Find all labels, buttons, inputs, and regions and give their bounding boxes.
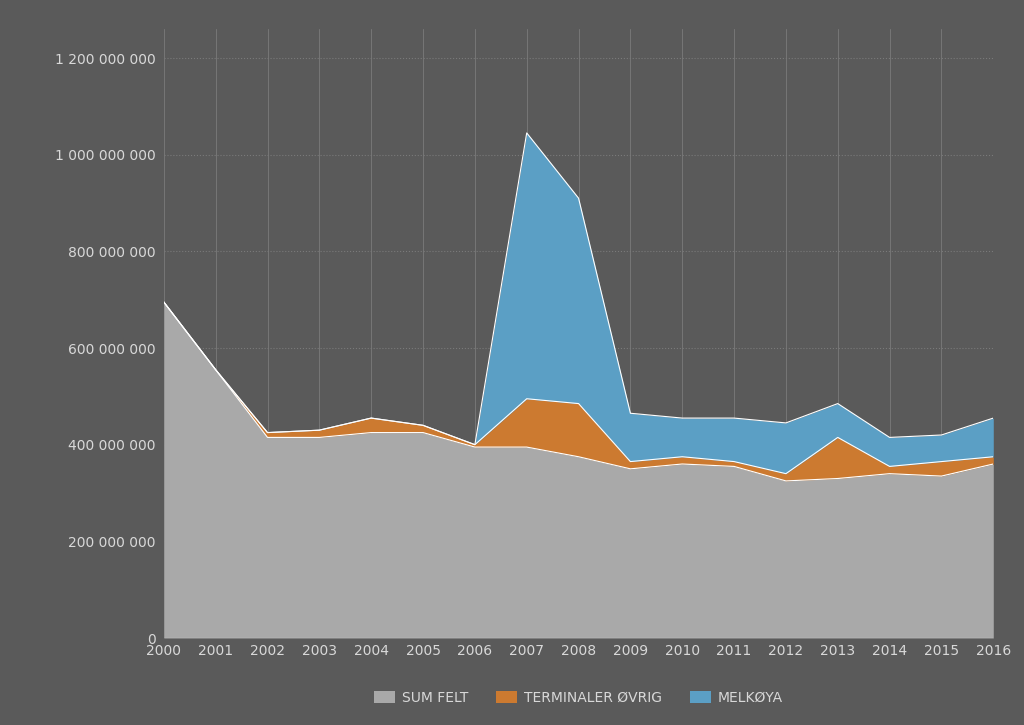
Legend: SUM FELT, TERMINALER ØVRIG, MELKØYA: SUM FELT, TERMINALER ØVRIG, MELKØYA (369, 685, 788, 710)
